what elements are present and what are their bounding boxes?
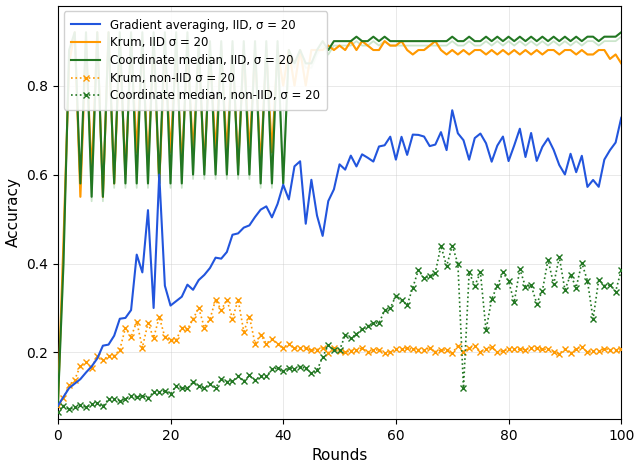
Line: Krum, IID σ = 20: Krum, IID σ = 20 [58, 32, 621, 406]
Coordinate median, IID, σ = 20 [618, 30, 625, 35]
Gradient averaging, IID, σ = 20 [313, 213, 321, 219]
Krum, IID σ = 20 [54, 403, 61, 408]
Coordinate median, IID, σ = 20 [54, 403, 61, 408]
Legend: Gradient averaging, IID, σ = 20, Krum, IID σ = 20, Coordinate median, IID, σ = 2: Gradient averaging, IID, σ = 20, Krum, I… [64, 11, 327, 110]
Krum, non-IID σ = 20 [397, 346, 405, 352]
Coordinate median, IID, σ = 20 [99, 194, 107, 200]
Line: Coordinate median, IID, σ = 20: Coordinate median, IID, σ = 20 [58, 32, 621, 406]
Krum, IID σ = 20 [319, 47, 326, 53]
Gradient averaging, IID, σ = 20 [54, 403, 61, 408]
Gradient averaging, IID, σ = 20 [482, 140, 490, 146]
Coordinate median, non-IID, σ = 20 [54, 410, 61, 416]
Coordinate median, IID, σ = 20 [319, 38, 326, 44]
Krum, non-IID σ = 20 [195, 305, 202, 310]
Gradient averaging, IID, σ = 20 [618, 115, 625, 121]
Coordinate median, non-IID, σ = 20 [313, 367, 321, 373]
Coordinate median, IID, σ = 20 [482, 34, 490, 39]
Coordinate median, IID, σ = 20 [454, 38, 461, 44]
X-axis label: Rounds: Rounds [311, 448, 368, 463]
Line: Gradient averaging, IID, σ = 20: Gradient averaging, IID, σ = 20 [58, 110, 621, 406]
Line: Krum, non-IID σ = 20: Krum, non-IID σ = 20 [55, 297, 624, 409]
Krum, non-IID σ = 20 [212, 297, 220, 303]
Gradient averaging, IID, σ = 20 [392, 157, 400, 162]
Y-axis label: Accuracy: Accuracy [6, 177, 20, 247]
Krum, non-IID σ = 20 [319, 345, 326, 350]
Krum, IID σ = 20 [200, 163, 208, 168]
Gradient averaging, IID, σ = 20 [195, 277, 202, 283]
Krum, IID σ = 20 [618, 61, 625, 66]
Krum, IID σ = 20 [71, 30, 79, 35]
Line: Coordinate median, non-IID, σ = 20: Coordinate median, non-IID, σ = 20 [55, 243, 624, 415]
Coordinate median, non-IID, σ = 20 [195, 383, 202, 388]
Coordinate median, IID, σ = 20 [71, 30, 79, 35]
Gradient averaging, IID, σ = 20 [449, 107, 456, 113]
Krum, non-IID σ = 20 [454, 343, 461, 348]
Krum, IID σ = 20 [397, 38, 405, 44]
Krum, IID σ = 20 [454, 52, 461, 57]
Coordinate median, non-IID, σ = 20 [454, 261, 461, 266]
Krum, non-IID σ = 20 [54, 403, 61, 409]
Gradient averaging, IID, σ = 20 [93, 356, 101, 361]
Krum, non-IID σ = 20 [482, 346, 490, 352]
Coordinate median, IID, σ = 20 [397, 38, 405, 44]
Krum, IID σ = 20 [99, 194, 107, 200]
Gradient averaging, IID, σ = 20 [454, 130, 461, 136]
Krum, non-IID σ = 20 [93, 353, 101, 359]
Coordinate median, non-IID, σ = 20 [618, 267, 625, 273]
Coordinate median, non-IID, σ = 20 [93, 401, 101, 406]
Coordinate median, non-IID, σ = 20 [482, 327, 490, 333]
Coordinate median, IID, σ = 20 [200, 172, 208, 177]
Krum, non-IID σ = 20 [618, 346, 625, 352]
Coordinate median, non-IID, σ = 20 [437, 243, 445, 249]
Krum, IID σ = 20 [482, 52, 490, 57]
Coordinate median, non-IID, σ = 20 [392, 293, 400, 298]
